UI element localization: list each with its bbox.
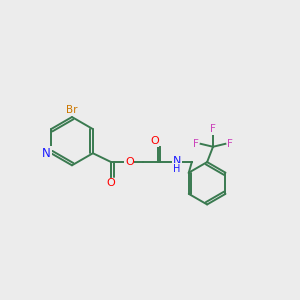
Text: N: N [173, 157, 181, 166]
Text: F: F [227, 139, 233, 149]
Text: O: O [150, 136, 159, 146]
Text: F: F [210, 124, 216, 134]
Text: F: F [193, 139, 199, 149]
Text: N: N [42, 147, 51, 160]
Text: Br: Br [66, 105, 78, 115]
Text: O: O [125, 157, 134, 167]
Text: H: H [173, 164, 181, 173]
Text: O: O [107, 178, 116, 188]
